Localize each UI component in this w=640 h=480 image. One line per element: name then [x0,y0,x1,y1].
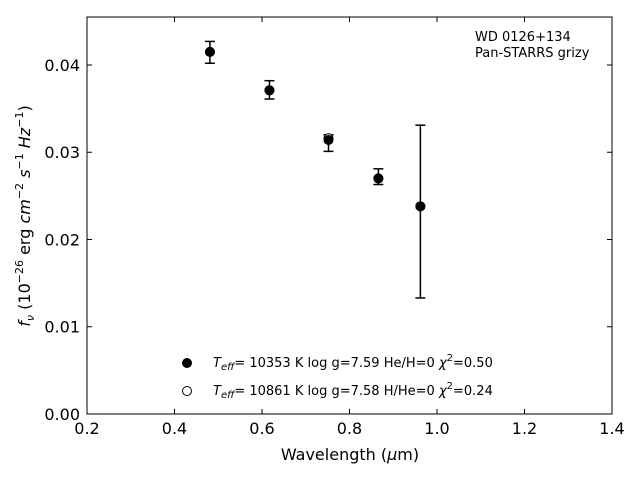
legend-marker-open [182,386,192,396]
legend: Teff= 10353 K log g=7.59 He/H=0 χ2=0.50 … [182,353,493,401]
y-tick-label: 0.04 [44,56,80,75]
x-axis-title: Wavelength (μm) [281,445,419,464]
filled-marker-point [323,135,334,146]
x-tick-label: 1.0 [424,419,449,438]
data-markers [204,46,426,212]
x-axis-ticks: 0.2 0.4 0.6 0.8 1.0 1.2 1.4 [74,17,625,438]
x-tick-label: 1.4 [599,419,624,438]
filled-marker-point [373,173,384,184]
y-tick-label: 0.02 [44,230,80,249]
legend-entry-2: Teff= 10861 K log g=7.58 H/He=0 χ2=0.24 [213,381,493,401]
y-tick-label: 0.03 [44,143,80,162]
legend-marker-filled [182,358,192,368]
filled-marker-point [264,85,275,96]
filled-marker-point [204,46,215,57]
filled-marker-point [415,201,426,212]
legend-entry-1: Teff= 10353 K log g=7.59 He/H=0 χ2=0.50 [213,353,493,373]
x-tick-label: 0.8 [337,419,362,438]
annotation-survey: Pan-STARRS grizy [475,46,590,61]
y-tick-label: 0.01 [44,318,80,337]
y-axis-title: fν (10−26 erg cm−2 s−1 Hz−1) [13,105,37,326]
x-tick-label: 1.2 [512,419,537,438]
plot-frame [86,16,613,415]
x-tick-label: 0.4 [162,419,187,438]
y-axis-ticks: 0.00 0.01 0.02 0.03 0.04 [44,56,612,424]
x-tick-label: 0.6 [249,419,274,438]
y-tick-label: 0.00 [44,405,80,424]
annotation-target: WD 0126+134 [475,30,571,45]
x-tick-label: 0.2 [74,419,99,438]
error-bars [204,40,426,299]
